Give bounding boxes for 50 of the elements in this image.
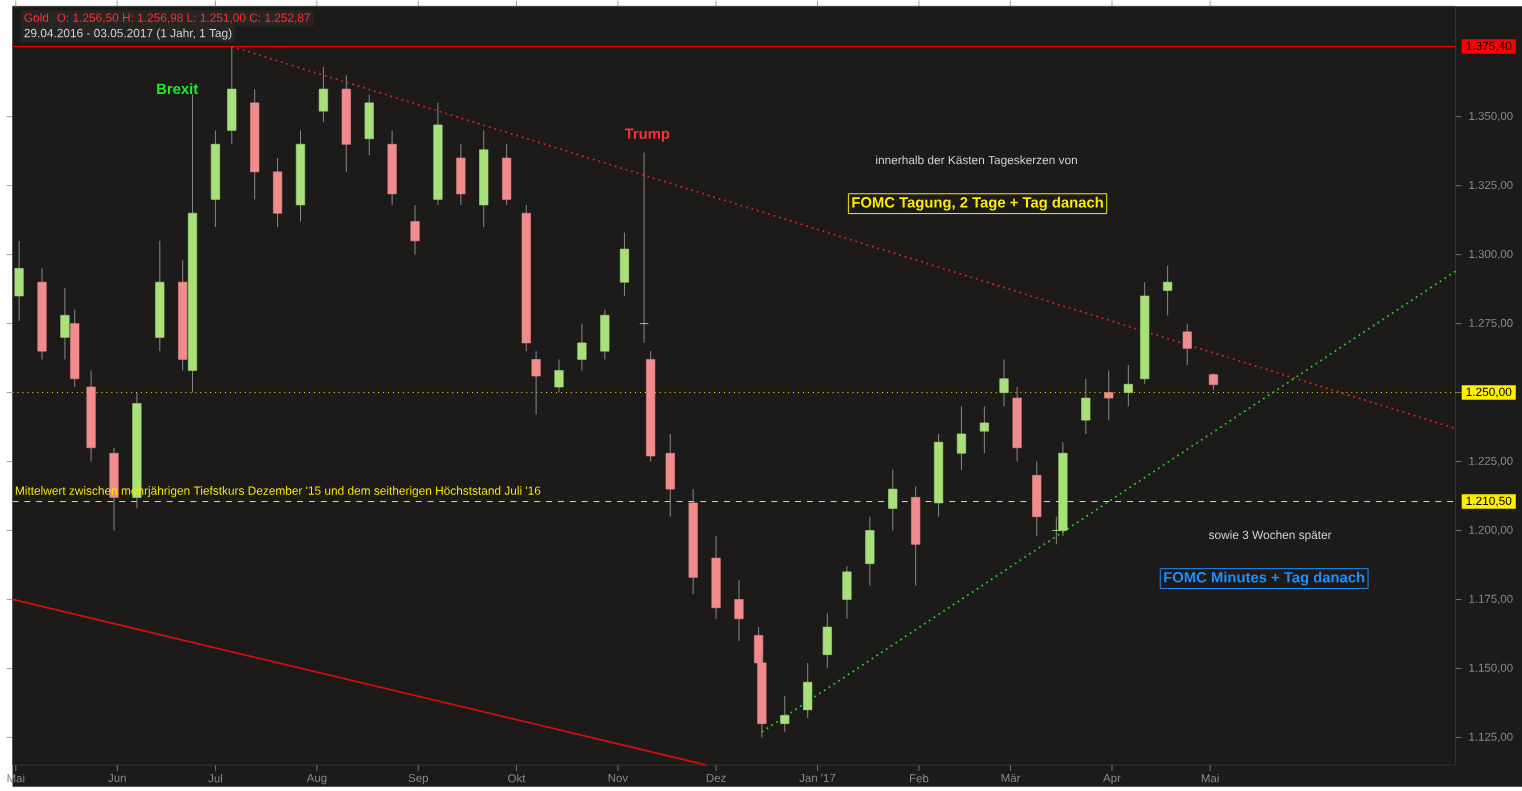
candlestick [956,405,967,471]
y-tick-label: 1.225,00 [1469,456,1513,467]
x-tick-label: Jan '17 [799,773,836,783]
x-tick-label: Feb [909,774,929,783]
y-tick-label: 1.150,00 [1469,663,1513,674]
candlestick [554,358,564,394]
candlestick [577,323,587,372]
annotation: O: 1.256,50 H: 1.256,98 L: 1.251,00 C: 1.252,87 [57,13,310,24]
annotation: sowie 3 Wochen später [1208,530,1332,542]
x-tick-label: Jun [108,773,126,783]
y-tick-label: 1.325,00 [1469,180,1513,191]
x-tick-label: Apr [1103,773,1121,785]
candlestick [410,204,420,256]
text: 29.04.2016 - 03.05.2017 (1 Jahr, 1 Tag) [24,28,232,40]
candlestick [1104,370,1114,421]
annotation: Trump [624,128,670,142]
y-tick-label: 1.350,00 [1469,111,1513,122]
candlestick [1123,364,1133,407]
ref-line-label: 1.250,00 [1466,387,1512,398]
x-tick-label: Jul [208,774,222,783]
candlestick [979,405,989,454]
y-tick-label: 1.200,00 [1469,525,1513,536]
x-tick-label: Okt [508,774,526,783]
candlestick [734,579,744,642]
x-tick-label: Dez [706,773,726,783]
annotation: innerhalb der Kästen Tageskerzen von [876,155,1077,167]
candlestick [531,350,541,416]
x-tick-label: Sep [408,774,429,785]
y-tick-label: 1.125,00 [1469,732,1513,743]
ref-line-label: 1.210,50 [1466,496,1512,507]
x-tick-label: Nov [608,773,629,783]
x-tick-label: Mär [1001,773,1021,783]
candlestick [1182,323,1192,366]
ref-line-label: 1.375,40 [1466,41,1512,52]
candlestick [1081,378,1091,435]
candlestick [999,358,1009,407]
y-tick-label: 1.275,00 [1469,318,1513,329]
candlestick [318,66,328,123]
annotation: Brexit [157,83,198,95]
candlestick [780,695,790,733]
annotation: FOMC Minutes + Tag danach [1164,571,1365,586]
annotation: FOMC Tagung, 2 Tage + Tag danach [852,196,1103,211]
candlestick [888,469,898,532]
y-tick-label: 1.300,00 [1469,249,1513,260]
x-tick-label: Aug [306,773,327,785]
chart-title: Gold [24,13,49,22]
candlestick [1163,265,1173,316]
candlestick [60,287,70,360]
y-tick-label: 1.175,00 [1469,594,1513,605]
x-tick-label: Mai [1201,774,1219,783]
